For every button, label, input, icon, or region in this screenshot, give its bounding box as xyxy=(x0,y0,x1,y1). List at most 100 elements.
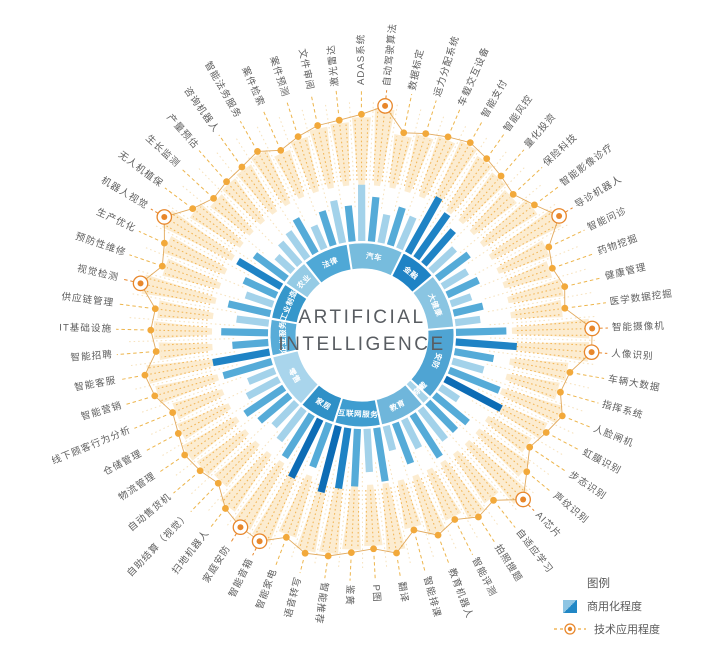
tech-connector xyxy=(116,351,150,356)
commercial-bar-rect xyxy=(292,217,319,256)
tech-dotted-ray xyxy=(188,421,234,453)
tech-dotted-ray xyxy=(420,477,443,529)
tech-connector xyxy=(427,100,437,128)
commercial-bar-rect xyxy=(244,291,275,308)
commercial-bar xyxy=(409,412,443,459)
tech-dotted-ray xyxy=(166,250,220,275)
commercial-bar-rect xyxy=(344,205,356,242)
tech-dot xyxy=(335,116,343,124)
tech-dotted-ray xyxy=(287,152,305,192)
tech-connector xyxy=(539,186,559,202)
tech-dotted-ray xyxy=(516,328,588,332)
tech-dot xyxy=(542,429,550,436)
tech-dotted-ray xyxy=(496,223,559,260)
tech-dotted-ray xyxy=(466,183,503,222)
tech-dot xyxy=(282,533,290,541)
item-label: 预防性维修 xyxy=(74,230,128,259)
tech-dot xyxy=(169,409,177,416)
tech-dotted-ray xyxy=(516,350,587,360)
tech-dotted-ray xyxy=(196,211,239,243)
commercial-bar xyxy=(413,212,451,261)
tech-dotted-ray xyxy=(216,201,249,231)
category-label: 企业服务 xyxy=(277,321,288,355)
tech-dotted-ray xyxy=(503,396,556,421)
tech-connector xyxy=(324,562,328,579)
commercial-bar-rect xyxy=(243,384,287,417)
commercial-bar-rect xyxy=(396,215,417,251)
commercial-bar xyxy=(318,210,337,247)
tech-wedge xyxy=(222,178,265,225)
tech-dotted-ray xyxy=(491,212,552,252)
item-label: 鉴黄 xyxy=(343,584,356,606)
tech-dotted-ray xyxy=(155,329,208,332)
tech-connector xyxy=(531,475,552,493)
commercial-bar xyxy=(221,328,269,337)
tech-dotted-ray xyxy=(228,456,267,505)
tech-dotted-ray xyxy=(454,166,490,212)
tech-dotted-ray xyxy=(480,433,524,469)
tech-dotted-ray xyxy=(255,471,290,534)
commercial-bar-rect xyxy=(309,421,333,469)
tech-dotted-ray xyxy=(451,162,485,209)
tech-wedge xyxy=(158,342,213,361)
tech-wedge xyxy=(496,240,550,274)
tech-dot xyxy=(222,505,229,512)
tech-dotted-ray xyxy=(220,197,252,228)
item-label: 数据标定 xyxy=(406,47,426,91)
tech-dot xyxy=(370,545,377,553)
commercial-bar xyxy=(271,399,300,429)
category-segment xyxy=(375,384,424,426)
tech-dotted-ray xyxy=(354,119,358,181)
commercial-bar xyxy=(244,291,275,308)
commercial-bar-rect xyxy=(434,251,471,282)
commercial-bar-rect xyxy=(227,300,272,318)
tech-dot xyxy=(237,524,244,531)
item-label: 智能推荐 xyxy=(312,581,330,625)
tech-dotted-ray xyxy=(351,489,355,548)
tech-dotted-ray xyxy=(161,346,208,352)
tech-wedge xyxy=(469,190,517,236)
tech-dotted-ray xyxy=(345,124,351,181)
item-label: IT基础设施 xyxy=(59,322,112,335)
tech-dot xyxy=(161,239,168,247)
tech-dotted-ray xyxy=(318,130,331,184)
tech-connector xyxy=(164,187,188,205)
tech-connector xyxy=(262,109,279,145)
commercial-bar-rect xyxy=(440,268,469,290)
tech-wedge xyxy=(511,342,590,362)
item-label: 声纹识别 xyxy=(551,490,591,526)
tech-dotted-ray xyxy=(221,445,255,481)
tech-wedge xyxy=(278,474,313,538)
commercial-bar xyxy=(317,425,342,494)
commercial-bar-rect xyxy=(358,184,366,242)
layer-rays xyxy=(143,110,588,553)
tech-dotted-ray xyxy=(475,197,510,230)
commercial-bar-rect xyxy=(428,246,458,274)
tech-dotted-ray xyxy=(441,467,471,517)
tech-wedge xyxy=(364,484,383,547)
tech-dotted-ray xyxy=(381,111,392,182)
commercial-bar-rect xyxy=(236,257,284,290)
tech-dot xyxy=(256,538,263,545)
tech-dotted-ray xyxy=(376,110,386,181)
commercial-bar-rect xyxy=(363,428,374,473)
tech-dotted-ray xyxy=(466,448,516,501)
item-label: 仓储管理 xyxy=(101,447,144,478)
commercial-bar xyxy=(445,276,480,299)
tech-dotted-ray xyxy=(490,420,526,445)
commercial-bar-rect xyxy=(317,425,342,494)
tech-connector xyxy=(144,436,173,452)
tech-dot xyxy=(474,513,482,521)
item-label: 步态识别 xyxy=(567,469,609,503)
item-label: 智能摄像机 xyxy=(612,320,665,333)
tech-dot xyxy=(158,262,166,270)
commercial-bar xyxy=(453,348,495,363)
tech-dotted-ray xyxy=(471,193,506,227)
commercial-bar xyxy=(212,348,271,367)
tech-dotted-ray xyxy=(179,397,221,417)
tech-dot xyxy=(557,388,564,396)
item-label: 车辆大数据 xyxy=(607,373,661,394)
tech-dotted-ray xyxy=(249,167,277,207)
tech-dotted-ray xyxy=(339,125,347,181)
tech-wedge xyxy=(374,108,395,187)
